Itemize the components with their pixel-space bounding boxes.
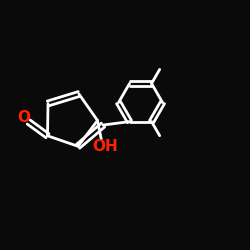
Text: OH: OH (92, 139, 118, 154)
Text: O: O (18, 110, 31, 125)
